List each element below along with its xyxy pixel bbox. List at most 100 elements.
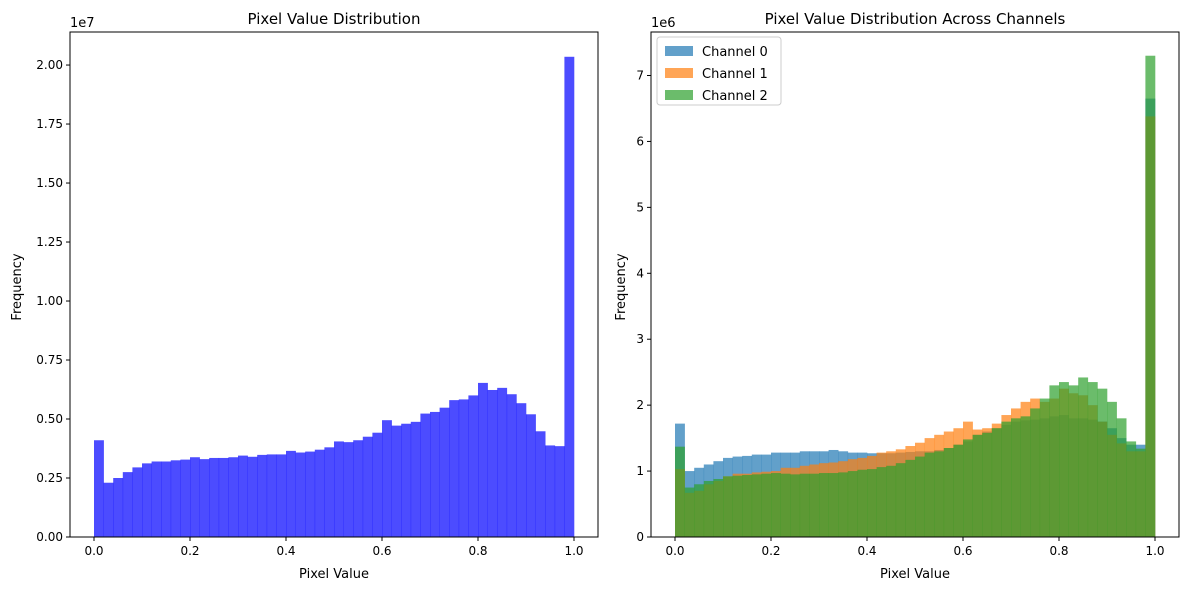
x-tick-label: 0.0 — [665, 544, 684, 558]
histogram-bar — [545, 445, 556, 537]
histogram-bar — [1020, 416, 1031, 537]
histogram-bar — [420, 413, 431, 537]
y-tick-label: 6 — [636, 134, 644, 148]
subplot-pixel-distribution: Pixel Value Distribution 1e7 Pixel Value… — [10, 10, 599, 582]
histogram-bar — [886, 465, 897, 537]
histogram-bar — [468, 395, 479, 537]
histogram-bar — [1001, 421, 1012, 537]
histogram-bar — [1116, 418, 1127, 537]
histogram-bar — [819, 473, 829, 537]
histogram-bar — [924, 452, 935, 537]
histogram-bar — [1030, 408, 1041, 537]
histogram-bar — [439, 407, 450, 537]
histogram-bar — [1011, 418, 1021, 537]
legend-swatch — [665, 90, 693, 100]
histogram-bar — [1097, 388, 1108, 537]
histogram-bar — [218, 457, 229, 537]
histogram-bar — [257, 454, 268, 537]
histogram-bar — [684, 487, 695, 537]
histogram-bar — [401, 423, 412, 537]
histogram-bar — [305, 451, 316, 537]
histogram-bar — [247, 456, 258, 537]
x-tick-label: 0.4 — [276, 544, 295, 558]
chart-title: Pixel Value Distribution Across Channels — [765, 10, 1066, 28]
histogram-bar — [982, 432, 993, 537]
y-tick-label: 7 — [636, 69, 644, 83]
y-axis-label: Frequency — [614, 253, 629, 320]
histogram-bar — [113, 478, 124, 537]
y-offset-label: 1e6 — [651, 16, 676, 31]
histogram-bar — [915, 456, 925, 537]
histogram-bar — [953, 444, 964, 537]
histogram-bar — [199, 459, 210, 537]
y-tick-label: 0.00 — [36, 530, 63, 544]
y-tick-label: 3 — [636, 332, 644, 346]
histogram-bar — [266, 454, 277, 537]
x-tick-label: 1.0 — [1145, 544, 1164, 558]
histogram-bar — [1135, 448, 1146, 537]
x-tick-label: 0.8 — [1049, 544, 1068, 558]
histogram-bar — [372, 432, 383, 537]
legend-swatch — [665, 46, 693, 56]
histogram-bar — [382, 420, 392, 537]
x-tick-label: 0.6 — [372, 544, 391, 558]
y-tick-label: 1.00 — [36, 294, 63, 308]
histogram-bar — [761, 473, 772, 537]
histogram-bar — [132, 467, 143, 537]
histogram-bar — [963, 439, 973, 537]
histogram-bar — [857, 469, 868, 537]
histogram-bar — [1078, 377, 1089, 537]
y-tick-label: 1.25 — [36, 235, 63, 249]
histogram-bar — [314, 449, 325, 537]
histogram-bar — [847, 471, 858, 537]
histogram-bar — [478, 382, 488, 537]
histogram-bar — [1126, 441, 1137, 537]
histogram-bar — [209, 457, 220, 537]
histogram-bar — [751, 474, 762, 537]
histogram-bar — [362, 436, 373, 537]
histogram-bar — [713, 478, 724, 537]
histogram-bar — [828, 473, 839, 537]
y-tick-label: 5 — [636, 200, 644, 214]
y-tick-label: 0.25 — [36, 471, 63, 485]
histogram-bar — [895, 463, 906, 537]
histogram-bar — [180, 459, 191, 537]
histogram-bar — [838, 472, 849, 537]
histogram-bar — [1107, 401, 1117, 537]
histogram-bar — [497, 387, 508, 537]
histogram-bar — [799, 473, 810, 537]
subplot-channel-distribution: Pixel Value Distribution Across Channels… — [614, 10, 1180, 582]
histogram-bar — [122, 472, 133, 537]
plot-frame — [69, 31, 599, 538]
histogram-bar — [723, 476, 733, 537]
histogram-bar — [732, 475, 743, 537]
histogram-bar — [876, 467, 887, 537]
histogram-bar — [703, 480, 714, 537]
y-tick-label: 2.00 — [36, 58, 63, 72]
histogram-bar — [410, 421, 421, 537]
y-tick-label: 0 — [636, 530, 644, 544]
histogram-bar — [535, 431, 546, 537]
histogram-bar — [905, 459, 916, 537]
y-tick-label: 0.75 — [36, 353, 63, 367]
histogram-bar — [1145, 55, 1156, 537]
histogram-bar — [564, 56, 575, 537]
histogram-bar — [161, 461, 172, 537]
y-tick-label: 0.50 — [36, 412, 63, 426]
legend: Channel 0 Channel 1 Channel 2 — [656, 36, 782, 106]
histogram-bar — [286, 450, 296, 537]
histogram-bar — [487, 389, 498, 537]
y-tick-label: 2 — [636, 398, 644, 412]
histogram-bar — [458, 399, 469, 537]
histogram-bar — [790, 474, 801, 537]
histogram-bar — [506, 394, 517, 537]
y-tick-label: 1.75 — [36, 117, 63, 131]
histogram-bar — [943, 448, 954, 537]
histogram-bars — [94, 56, 575, 537]
histogram-bar — [972, 434, 983, 537]
histogram-bar — [276, 454, 287, 537]
y-tick-label: 1.50 — [36, 176, 63, 190]
histogram-bar — [934, 451, 945, 537]
y-axis-label: Frequency — [10, 253, 25, 320]
